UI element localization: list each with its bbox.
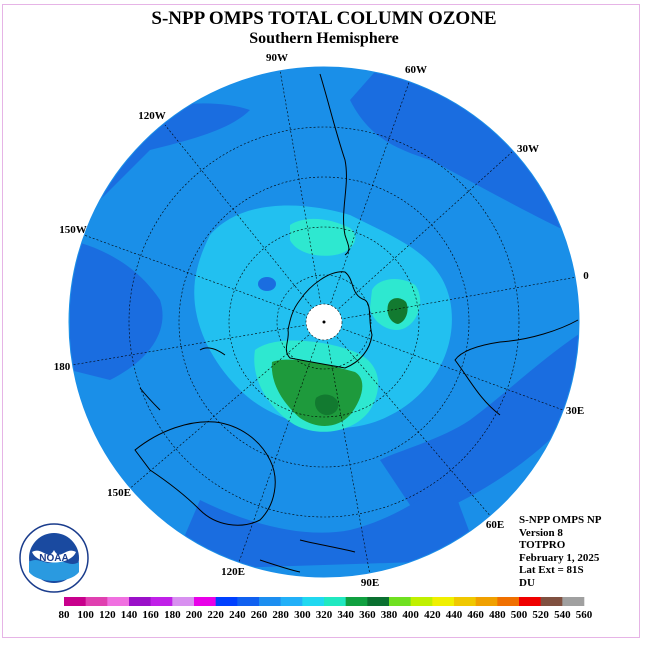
antarctica-coastline	[285, 271, 373, 369]
colorbar-swatch	[324, 597, 346, 606]
colorbar-tick-label: 560	[576, 609, 593, 621]
colorbar-swatch	[194, 597, 216, 606]
colorbar-swatch	[172, 597, 195, 606]
colorbar-swatch	[562, 597, 585, 606]
colorbar-swatch	[497, 597, 520, 606]
colorbar-swatches	[64, 597, 585, 606]
colorbar-swatch	[389, 597, 411, 606]
page-frame	[2, 4, 640, 638]
colorbar-labels: 80 100 120 140 160 180 200 220 240 260 280 300 320 34…	[59, 609, 593, 621]
colorbar-tick-label: 340	[337, 609, 354, 621]
australia-coastline	[134, 421, 276, 526]
lon-label-150w: 150W	[59, 224, 87, 236]
colorbar-swatch	[519, 597, 541, 606]
colorbar-tick-label: 500	[511, 609, 528, 621]
colorbar-tick-label: 320	[316, 609, 333, 621]
colorbar-tick-label: 280	[272, 609, 289, 621]
colorbar-swatch	[432, 597, 455, 606]
south-america-coastline	[319, 73, 350, 256]
colorbar-tick-label: 460	[467, 609, 484, 621]
page-subtitle: Southern Hemisphere	[249, 30, 399, 47]
colorbar-swatch	[302, 597, 325, 606]
logo-text: NOAA	[39, 553, 68, 564]
dark-green-zone-lower	[315, 394, 339, 416]
lon-label-30w: 30W	[517, 143, 539, 155]
lon-label-90w: 90W	[266, 52, 288, 64]
lon-label-60w: 60W	[405, 64, 427, 76]
new-zealand-coastline	[139, 347, 226, 411]
colorbar-swatch	[410, 597, 433, 606]
lon-label-150e: 150E	[107, 487, 131, 499]
colorbar-swatch	[129, 597, 151, 606]
colorbar-swatch	[237, 597, 260, 606]
colorbar-tick-label: 160	[142, 609, 159, 621]
noaa-logo: NOAA	[19, 523, 89, 593]
info-line: Lat Ext = 81S	[519, 564, 584, 577]
colorbar-swatch	[64, 597, 86, 606]
colorbar-swatch	[85, 597, 108, 606]
colorbar-swatch	[215, 597, 238, 606]
colorbar-tick-label: 400	[402, 609, 419, 621]
colorbar-swatch	[475, 597, 498, 606]
colorbar-tick-label: 180	[164, 609, 181, 621]
map-border	[68, 66, 580, 578]
colorbar-tick-label: 380	[381, 609, 398, 621]
colorbar-swatch	[367, 597, 390, 606]
dark-blue-band-east	[380, 330, 579, 520]
africa-coastline	[454, 319, 579, 416]
dark-blue-band-west	[70, 240, 163, 380]
green-zone-right	[387, 298, 408, 324]
colorbar-tick-label: 440	[446, 609, 463, 621]
dark-blue-spot	[258, 277, 276, 291]
colorbar-tick-label: 420	[424, 609, 441, 621]
colorbar-tick-label: 260	[251, 609, 268, 621]
colorbar-swatch	[107, 597, 130, 606]
colorbar-tick-label: 300	[294, 609, 311, 621]
colorbar-swatch	[280, 597, 303, 606]
lon-label-0: 0	[583, 270, 589, 282]
colorbar-tick-label: 480	[489, 609, 506, 621]
lon-label-90e: 90E	[361, 577, 379, 589]
info-line: TOTPRO	[519, 539, 566, 552]
graticule	[71, 69, 578, 576]
lon-label-120e: 120E	[221, 566, 245, 578]
dark-blue-band-south	[170, 480, 480, 570]
colorbar-tick-label: 360	[359, 609, 376, 621]
lon-label-30e: 30E	[566, 405, 584, 417]
page-title: S-NPP OMPS TOTAL COLUMN OZONE	[151, 8, 497, 29]
colorbar-tick-label: 140	[121, 609, 138, 621]
lon-label-60e: 60E	[486, 519, 504, 531]
dark-blue-band-northeast	[350, 67, 579, 240]
colorbar-tick-label: 80	[59, 609, 71, 621]
colorbar-tick-label: 520	[532, 609, 549, 621]
colorbar-swatch	[150, 597, 173, 606]
info-line: February 1, 2025	[519, 551, 600, 564]
colorbar-tick-label: 200	[186, 609, 203, 621]
info-panel: S-NPP OMPS NP Version 8 TOTPRO February …	[519, 514, 602, 590]
lon-label-120w: 120W	[138, 110, 166, 122]
colorbar-tick-label: 540	[554, 609, 571, 621]
indonesia-coastline	[259, 539, 356, 573]
colorbar-swatch	[259, 597, 281, 606]
colorbar-swatch	[345, 597, 368, 606]
lon-label-180: 180	[54, 361, 71, 373]
colorbar-swatch	[454, 597, 476, 606]
colorbar-tick-label: 100	[77, 609, 94, 621]
colorbar-tick-label: 220	[207, 609, 224, 621]
pole-marker	[322, 320, 326, 324]
info-line: S-NPP OMPS NP	[519, 514, 602, 526]
info-line: DU	[519, 576, 535, 589]
info-line: Version 8	[519, 526, 563, 539]
colorbar-swatch	[540, 597, 563, 606]
colorbar-tick-label: 240	[229, 609, 246, 621]
colorbar-tick-label: 120	[99, 609, 116, 621]
